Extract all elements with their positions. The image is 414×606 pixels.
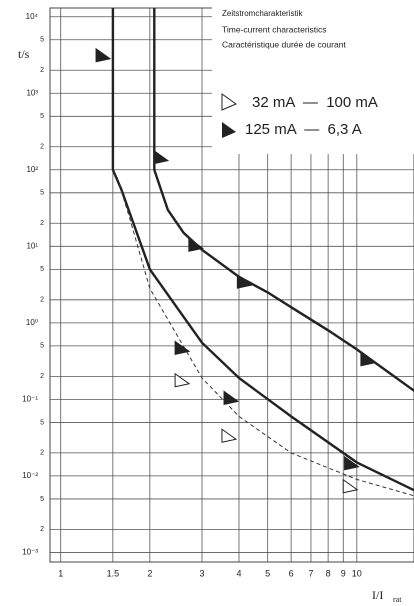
y-tick-label: 10⁻¹ <box>22 394 38 403</box>
grid <box>49 7 414 563</box>
y-tick-label: 5 <box>40 190 44 197</box>
x-tick-label: 7 <box>308 568 313 578</box>
curve-marker <box>360 351 377 367</box>
y-tick-label: 2 <box>40 67 44 74</box>
y-tick-label: 10³ <box>26 88 38 97</box>
x-tick-label: 6 <box>289 568 294 578</box>
legend-box <box>212 6 414 154</box>
plot <box>95 8 414 497</box>
x-tick-label: 1 <box>58 568 63 578</box>
y-tick-label: 2 <box>40 297 44 304</box>
y-tick-label: 10⁻² <box>22 471 38 480</box>
y-axis-label: t/s <box>18 47 30 61</box>
title-fr: Caractéristique durée de courant <box>222 39 346 49</box>
curve-marker <box>153 149 170 165</box>
y-tick-label: 10⁰ <box>26 318 38 327</box>
legend-label: 32 mA — 100 mA <box>252 94 378 111</box>
curve <box>111 8 414 492</box>
title-de: Zeitstromcharakteristik <box>222 9 303 18</box>
curve-marker <box>221 428 238 443</box>
y-tick-label: 2 <box>40 526 44 533</box>
curve-marker <box>95 47 112 63</box>
x-tick-label: 8 <box>326 568 331 578</box>
x-axis-label: I/I <box>372 588 383 602</box>
y-tick-label: 2 <box>40 144 44 151</box>
legend-marker-open <box>221 93 238 111</box>
curve-marker <box>223 390 240 405</box>
x-tick-label: 10 <box>352 568 362 578</box>
legend-label: 125 mA — 6,3 A <box>245 121 362 138</box>
curve-marker <box>342 478 359 494</box>
y-tick-label: 5 <box>40 496 44 503</box>
y-tick-label: 10² <box>26 165 38 174</box>
y-tick-label: 10⁻³ <box>22 548 38 557</box>
x-tick-label: 9 <box>341 568 346 578</box>
y-tick-label: 5 <box>40 419 44 426</box>
x-axis-label-sub: rat <box>393 595 402 604</box>
x-tick-label: 5 <box>265 568 270 578</box>
y-tick-label: 2 <box>40 220 44 227</box>
curve <box>116 177 414 497</box>
x-tick-label: 2 <box>147 568 152 578</box>
y-tick-label: 5 <box>40 113 44 120</box>
legend-marker-filled <box>222 122 236 138</box>
y-tick-label: 10¹ <box>26 241 38 250</box>
x-tick-label: 4 <box>236 568 241 578</box>
y-tick-label: 5 <box>40 37 44 44</box>
y-tick-label: 5 <box>40 266 44 273</box>
y-tick-label: 2 <box>40 450 44 457</box>
y-tick-label: 5 <box>40 343 44 350</box>
x-tick-label: 1.5 <box>107 568 120 578</box>
y-tick-label: 10⁴ <box>26 12 39 21</box>
title-en: Time-current characteristics <box>222 24 327 34</box>
curve-marker <box>188 237 205 252</box>
curve-marker <box>236 274 253 289</box>
curve-marker <box>174 340 191 356</box>
curve-marker <box>344 455 360 471</box>
y-tick-label: 2 <box>40 373 44 380</box>
x-tick-label: 3 <box>199 568 204 578</box>
curve-marker <box>174 372 191 388</box>
